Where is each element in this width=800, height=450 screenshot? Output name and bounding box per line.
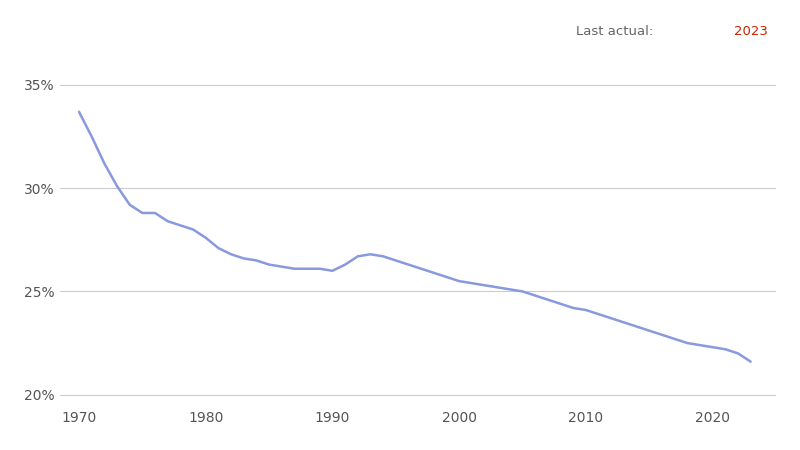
Text: 2023: 2023 xyxy=(734,25,768,38)
Text: Last actual:: Last actual: xyxy=(576,25,662,38)
